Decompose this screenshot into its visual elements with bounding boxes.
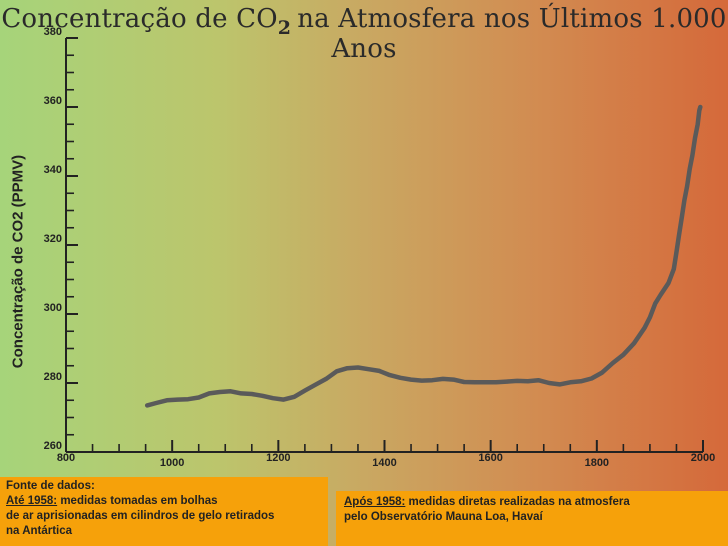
y-axis-label: Concentração de CO2 (PPMV) bbox=[9, 154, 27, 369]
title-suffix: na Atmosfera nos Últimos 1.000 Anos bbox=[297, 4, 727, 64]
note-heading: Fonte de dados: bbox=[6, 480, 95, 492]
note-right-text-1: medidas diretas realizadas na atmosfera bbox=[405, 496, 630, 508]
y-tick-label: 360 bbox=[44, 95, 62, 107]
co2-series-line bbox=[144, 104, 703, 408]
note-line-3: na Antártica bbox=[6, 525, 73, 537]
y-tick-label: 320 bbox=[44, 233, 62, 245]
x-tick-label: 1800 bbox=[585, 457, 609, 469]
x-tick-label: 800 bbox=[57, 452, 75, 464]
note-line-2: de ar aprisionadas em cilindros de gelo … bbox=[6, 510, 275, 522]
title-prefix: Concentração de CO bbox=[1, 4, 278, 34]
x-tick-label: 1000 bbox=[160, 457, 184, 469]
note-text-1: medidas tomadas em bolhas bbox=[57, 495, 218, 507]
x-tick-label: 2000 bbox=[691, 452, 715, 464]
note-right-line-1: Após 1958: medidas diretas realizadas na… bbox=[344, 495, 728, 510]
y-tick-label: 340 bbox=[44, 164, 62, 176]
data-source-note: Fonte de dados: Até 1958: medidas tomada… bbox=[0, 477, 328, 546]
y-tick-label: 300 bbox=[44, 302, 62, 314]
chart-lines bbox=[144, 104, 703, 408]
x-tick-label: 1400 bbox=[372, 457, 396, 469]
y-tick-label: 380 bbox=[44, 26, 62, 38]
chart-axes: 260 280 300 320 340 360 380 800 1000 1200 1400 1600… bbox=[44, 26, 716, 469]
note-label-after-1958: Após 1958: bbox=[344, 496, 406, 508]
note-right-line-2: pelo Observatório Mauna Loa, Havaí bbox=[344, 511, 543, 523]
x-tick-label: 1200 bbox=[266, 452, 290, 464]
note-line-1: Até 1958: medidas tomadas em bolhas bbox=[6, 494, 328, 509]
y-tick-label: 280 bbox=[44, 371, 62, 383]
title-subscript: 2 bbox=[277, 17, 292, 39]
data-source-note-after-1958: Após 1958: medidas diretas realizadas na… bbox=[336, 491, 728, 546]
y-tick-label: 260 bbox=[44, 440, 62, 452]
chart-title: Concentração de CO2 na Atmosfera nos Últi… bbox=[0, 4, 728, 64]
note-label-until-1958: Até 1958: bbox=[6, 495, 58, 507]
x-tick-label: 1600 bbox=[478, 452, 502, 464]
